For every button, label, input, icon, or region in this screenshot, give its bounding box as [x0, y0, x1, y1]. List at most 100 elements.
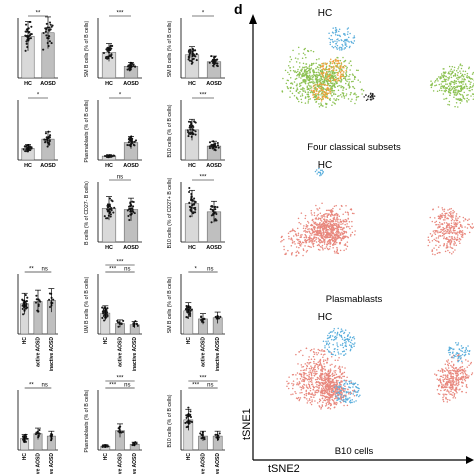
tsne-point	[315, 362, 317, 365]
tsne-point	[466, 366, 469, 368]
tsne-point	[324, 247, 326, 250]
tsne-point	[434, 253, 436, 256]
tsne-point	[455, 225, 458, 228]
tsne-point	[298, 221, 300, 224]
data-point	[128, 208, 131, 211]
data-point	[188, 313, 191, 316]
tsne-point	[315, 241, 318, 243]
tsne-point	[317, 71, 319, 74]
tsne-point	[448, 215, 451, 217]
tsne-point	[324, 353, 326, 355]
tsne-point	[349, 93, 352, 96]
tsne-point	[320, 394, 322, 396]
tsne-point	[320, 220, 323, 222]
data-point	[131, 207, 134, 210]
tsne-point	[292, 66, 295, 68]
tsne-point	[440, 216, 443, 218]
tsne-point	[353, 35, 356, 37]
tsne-point	[350, 345, 353, 347]
tsne-point	[280, 236, 283, 239]
tsne-point	[458, 370, 460, 372]
data-point	[42, 31, 45, 35]
tsne-point	[344, 218, 347, 221]
tsne-point	[343, 75, 345, 78]
tsne-point	[331, 82, 333, 85]
tsne-point	[459, 70, 461, 72]
tsne-point	[334, 387, 336, 390]
tsne-point	[308, 236, 311, 238]
tsne-point	[305, 56, 307, 59]
data-point	[22, 313, 25, 316]
tsne-point	[332, 84, 334, 87]
tsne-point	[345, 390, 348, 393]
tsne-point	[307, 95, 309, 98]
tsne-point	[295, 61, 298, 63]
tsne-point	[450, 390, 452, 393]
tsne-point	[341, 336, 343, 339]
tsne-point	[292, 393, 294, 395]
tsne-point	[331, 375, 334, 378]
tsne-point	[302, 369, 305, 372]
tsne-point	[334, 243, 337, 245]
tsne-point	[338, 393, 341, 395]
tsne-point	[329, 369, 332, 372]
tsne-point	[329, 364, 332, 366]
tsne-point	[291, 387, 294, 390]
tsne-point	[445, 367, 447, 369]
tsne-point	[340, 85, 342, 87]
tsne-point	[450, 219, 453, 222]
tsne-point	[335, 225, 338, 228]
tsne-point	[449, 229, 452, 231]
tsne-point	[343, 379, 345, 382]
data-point	[103, 215, 106, 218]
data-point	[48, 292, 51, 295]
tsne-point	[299, 382, 301, 384]
tsne-point	[319, 229, 322, 232]
tsne-point	[353, 345, 355, 347]
tsne-point	[298, 83, 301, 85]
tsne-point	[329, 245, 331, 248]
tsne-point	[347, 83, 350, 85]
tsne-point	[450, 224, 452, 227]
tsne-point	[443, 208, 446, 210]
tsne-point	[346, 241, 349, 243]
tsne-point	[464, 379, 467, 382]
tsne-point	[443, 378, 446, 380]
tsne-point	[464, 73, 466, 76]
data-point	[46, 145, 49, 148]
tsne-point	[333, 406, 336, 408]
tsne-point	[337, 231, 339, 234]
tsne-point	[313, 360, 315, 363]
tsne-point	[457, 384, 459, 387]
category-label: AOSD	[123, 245, 139, 251]
tsne-point	[313, 396, 315, 398]
tsne-point	[338, 365, 341, 368]
tsne-point	[319, 217, 322, 220]
data-point	[187, 55, 190, 58]
tsne-point	[343, 244, 346, 246]
tsne-point	[343, 382, 346, 385]
tsne-point	[335, 385, 337, 387]
tsne-point	[329, 225, 331, 228]
tsne-point	[291, 82, 293, 84]
tsne-point	[314, 378, 317, 381]
tsne-point	[312, 96, 315, 99]
tsne-point	[443, 210, 445, 212]
tsne-point	[320, 350, 322, 352]
tsne-point	[346, 338, 349, 341]
tsne-point	[447, 371, 450, 373]
tsne-point	[309, 87, 312, 89]
data-point	[210, 221, 213, 224]
tsne-point	[455, 80, 458, 83]
tsne-point	[458, 230, 461, 233]
tsne-point	[338, 215, 341, 218]
tsne-point	[336, 344, 338, 346]
category-label: AOSD	[206, 81, 222, 87]
tsne-point	[432, 208, 434, 211]
sig-label: ***	[109, 383, 117, 389]
tsne-point	[468, 350, 471, 353]
tsne-point	[321, 394, 324, 397]
